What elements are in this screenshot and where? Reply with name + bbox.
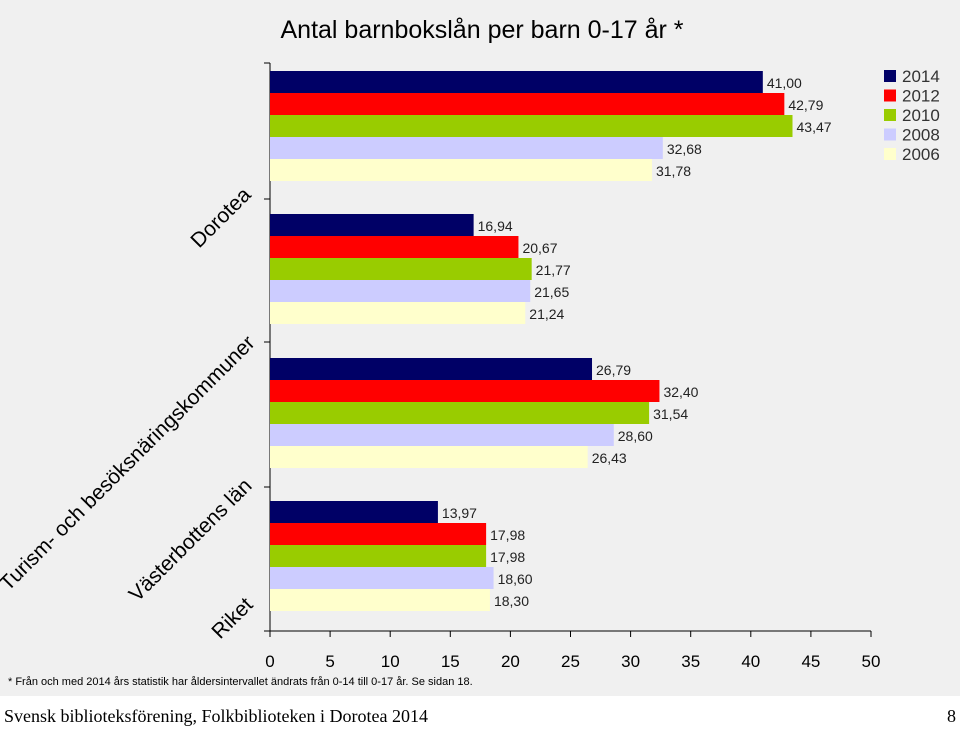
legend-swatch-2008 — [884, 128, 896, 141]
data-label: 17,98 — [490, 549, 525, 565]
bar-dorotea-2006 — [270, 159, 652, 181]
legend-label-2006: 2006 — [902, 145, 940, 164]
x-tick-label: 30 — [621, 652, 640, 671]
category-label-riket: Riket — [207, 593, 257, 643]
x-tick-label: 10 — [381, 652, 400, 671]
category-label-turism-och-besoksnaringskommuner: Turism- och besöksnäringskommuner — [0, 331, 260, 595]
category-label-vasterbottens-lan: Västerbottens län — [125, 474, 257, 606]
data-label: 13,97 — [442, 505, 477, 521]
data-label: 26,43 — [592, 450, 627, 466]
x-tick-label: 0 — [265, 652, 274, 671]
data-label: 17,98 — [490, 527, 525, 543]
data-label: 26,79 — [596, 362, 631, 378]
bar-riket-2008 — [270, 567, 494, 589]
bar-chart: Antal barnbokslån per barn 0-17 år * 0 5 10… — [0, 16, 940, 671]
footer-text: Svensk biblioteksförening, Folkbibliotek… — [4, 706, 428, 726]
chart-area: Antal barnbokslån per barn 0-17 år * 0 5 10… — [0, 0, 960, 696]
bar-riket-2012 — [270, 523, 487, 545]
bar-dorotea-2008 — [270, 137, 663, 159]
data-label: 32,68 — [667, 141, 702, 157]
legend-label-2008: 2008 — [902, 126, 940, 145]
x-tick-label: 50 — [862, 652, 881, 671]
data-label: 21,24 — [529, 306, 564, 322]
bar-vasterbottens-lan-2006 — [270, 446, 588, 468]
legend-swatch-2012 — [884, 89, 896, 102]
bar-riket-2014 — [270, 501, 438, 523]
bar-turism-och-besoksnaringskommuner-2012 — [270, 236, 519, 258]
chart-title: Antal barnbokslån per barn 0-17 år * — [280, 16, 683, 44]
data-label: 42,79 — [788, 97, 823, 113]
bar-riket-2010 — [270, 545, 487, 567]
data-label: 20,67 — [522, 240, 557, 256]
x-tick-label: 15 — [441, 652, 460, 671]
data-label: 21,65 — [534, 284, 569, 300]
x-tick-label: 20 — [501, 652, 520, 671]
category-label-dorotea: Dorotea — [186, 183, 255, 252]
bar-turism-och-besoksnaringskommuner-2008 — [270, 280, 531, 302]
bar-turism-och-besoksnaringskommuner-2006 — [270, 302, 526, 324]
data-label: 18,60 — [498, 571, 533, 587]
data-label: 21,77 — [536, 262, 571, 278]
data-label: 31,54 — [653, 406, 688, 422]
legend-swatch-2010 — [884, 109, 896, 121]
x-tick-label: 40 — [741, 652, 760, 671]
data-label: 32,40 — [663, 384, 698, 400]
x-tick-label: 25 — [561, 652, 580, 671]
data-label: 16,94 — [478, 218, 513, 234]
page-footer: Svensk biblioteksförening, Folkbibliotek… — [0, 696, 960, 730]
x-tick-label: 5 — [325, 652, 334, 671]
bar-vasterbottens-lan-2010 — [270, 402, 650, 424]
x-tick-label: 45 — [801, 652, 820, 671]
data-label: 41,00 — [767, 75, 802, 91]
bar-vasterbottens-lan-2008 — [270, 424, 614, 446]
bar-vasterbottens-lan-2014 — [270, 358, 593, 380]
page-number: 8 — [947, 706, 956, 726]
data-label: 31,78 — [656, 163, 691, 179]
footnote: * Från och med 2014 års statistik har ål… — [8, 676, 473, 688]
legend-label-2014: 2014 — [902, 67, 940, 86]
legend-swatch-2014 — [884, 70, 896, 82]
bar-vasterbottens-lan-2012 — [270, 380, 660, 402]
data-label: 28,60 — [618, 428, 653, 444]
bar-riket-2006 — [270, 589, 490, 611]
x-tick-label: 35 — [681, 652, 700, 671]
legend-swatch-2006 — [884, 148, 896, 160]
bar-dorotea-2012 — [270, 93, 785, 115]
data-label: 43,47 — [797, 119, 832, 135]
bar-dorotea-2010 — [270, 115, 793, 137]
legend-label-2012: 2012 — [902, 87, 940, 106]
legend-label-2010: 2010 — [902, 106, 940, 125]
bar-dorotea-2014 — [270, 71, 763, 93]
bar-turism-och-besoksnaringskommuner-2014 — [270, 214, 474, 236]
bar-turism-och-besoksnaringskommuner-2010 — [270, 258, 532, 280]
data-label: 18,30 — [494, 593, 529, 609]
